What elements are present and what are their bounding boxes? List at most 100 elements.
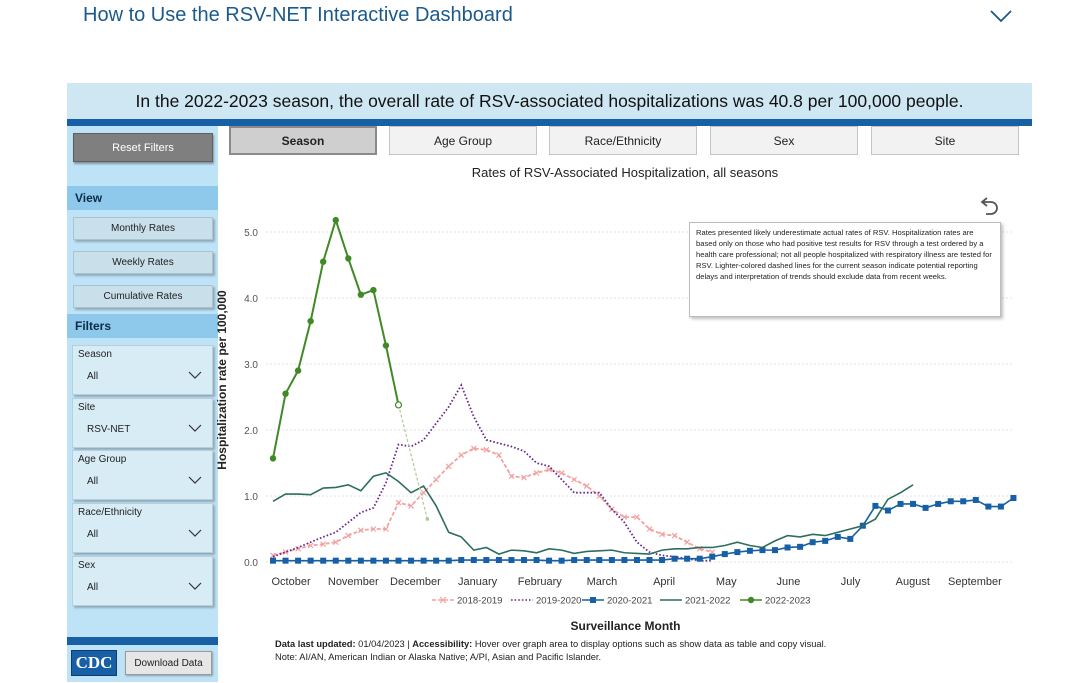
data-point xyxy=(910,500,917,507)
data-point xyxy=(947,498,954,505)
data-point xyxy=(784,544,791,551)
chevron-down-icon[interactable] xyxy=(188,581,202,591)
back-arrow-icon[interactable] xyxy=(976,196,1000,218)
x-tick-label: February xyxy=(518,576,563,588)
y-tick-label: 0.0 xyxy=(244,558,258,569)
data-point xyxy=(521,474,527,481)
x-tick-label: September xyxy=(948,576,1002,588)
data-point xyxy=(521,557,527,564)
banner-divider xyxy=(67,119,1032,126)
filter-value: All xyxy=(87,476,99,487)
data-point xyxy=(508,557,515,564)
data-point xyxy=(445,557,452,564)
data-point xyxy=(734,549,741,556)
data-point xyxy=(458,557,465,564)
updated-value: 01/04/2023 | xyxy=(355,639,413,649)
y-tick-label: 5.0 xyxy=(244,228,258,239)
chevron-down-icon[interactable] xyxy=(188,423,202,433)
data-point xyxy=(382,342,390,349)
data-point xyxy=(307,557,314,564)
legend-label: 2021-2022 xyxy=(685,596,730,607)
y-tick-label: 2.0 xyxy=(244,426,258,437)
series-line xyxy=(272,472,914,555)
data-point xyxy=(282,549,289,556)
data-point xyxy=(470,445,477,452)
tab-season[interactable]: Season xyxy=(229,126,377,155)
x-tick-label: April xyxy=(653,576,675,588)
data-point xyxy=(470,557,477,564)
data-point xyxy=(834,533,841,540)
data-point xyxy=(370,557,377,564)
sex-filter[interactable]: Sex All xyxy=(72,556,213,606)
weekly-rates-button[interactable]: Weekly Rates xyxy=(73,251,213,274)
reset-filters-button[interactable]: Reset Filters xyxy=(73,133,213,162)
tab-site[interactable]: Site xyxy=(871,126,1019,155)
how-to-use-heading[interactable]: How to Use the RSV-NET Interactive Dashb… xyxy=(83,4,513,26)
filter-label: Site xyxy=(78,402,96,413)
filter-value: All xyxy=(87,582,99,593)
legend-label: 2020-2021 xyxy=(607,596,652,607)
x-tick-label: November xyxy=(328,576,379,588)
chevron-down-icon[interactable] xyxy=(989,8,1013,24)
tab-age-group[interactable]: Age Group xyxy=(389,126,537,155)
monthly-rates-button[interactable]: Monthly Rates xyxy=(73,217,213,240)
data-point xyxy=(495,452,502,459)
x-tick-label: October xyxy=(272,576,311,588)
cumulative-rates-button[interactable]: Cumulative Rates xyxy=(73,285,213,308)
data-point xyxy=(370,526,377,532)
filter-label: Season xyxy=(78,349,112,360)
tab-race-ethnicity[interactable]: Race/Ethnicity xyxy=(549,126,697,155)
data-point xyxy=(357,557,364,564)
data-point xyxy=(922,504,929,511)
data-point xyxy=(746,547,753,554)
data-point xyxy=(433,557,440,564)
data-point xyxy=(294,367,302,374)
data-point xyxy=(270,552,276,559)
series-line xyxy=(272,447,713,557)
filters-heading: Filters xyxy=(67,314,218,338)
data-point xyxy=(721,551,728,558)
filter-value: RSV-NET xyxy=(87,424,131,435)
site-filter[interactable]: Site RSV-NET xyxy=(72,398,213,448)
legend-marker xyxy=(747,596,755,604)
x-tick-label: June xyxy=(776,576,800,588)
data-point xyxy=(295,557,302,564)
data-point xyxy=(596,557,603,564)
data-point xyxy=(696,555,703,562)
legend-label: 2019-2020 xyxy=(536,596,581,607)
data-point xyxy=(646,557,653,564)
data-point xyxy=(357,527,364,534)
race-ethnicity-filter[interactable]: Race/Ethnicity All xyxy=(72,503,213,553)
data-point xyxy=(960,498,967,505)
chevron-down-icon[interactable] xyxy=(188,475,202,485)
filter-value: All xyxy=(87,529,99,540)
data-point xyxy=(345,557,352,564)
download-data-button[interactable]: Download Data xyxy=(125,651,212,675)
data-point xyxy=(997,503,1004,510)
x-tick-label: May xyxy=(716,576,737,588)
data-point xyxy=(772,547,778,554)
updated-label: Data last updated: xyxy=(275,639,356,649)
data-point xyxy=(684,539,691,546)
data-point xyxy=(897,500,904,507)
season-filter[interactable]: Season All xyxy=(72,345,213,395)
cdc-logo: CDC xyxy=(71,650,117,676)
data-point xyxy=(1010,494,1017,501)
data-point xyxy=(395,557,402,564)
y-tick-label: 3.0 xyxy=(244,360,258,371)
x-tick-label: July xyxy=(841,576,861,588)
data-point xyxy=(420,489,427,496)
age-group-filter[interactable]: Age Group All xyxy=(72,450,213,500)
chevron-down-icon[interactable] xyxy=(188,528,202,538)
data-point xyxy=(320,557,327,564)
chevron-down-icon[interactable] xyxy=(188,370,202,380)
data-point xyxy=(394,401,403,409)
tab-sex[interactable]: Sex xyxy=(710,126,858,155)
data-point xyxy=(546,557,553,564)
filter-label: Sex xyxy=(78,560,96,571)
x-tick-label: March xyxy=(587,576,618,588)
data-point xyxy=(382,557,389,564)
accessibility-text: Hover over graph area to display options… xyxy=(472,639,827,649)
data-point xyxy=(659,557,666,564)
